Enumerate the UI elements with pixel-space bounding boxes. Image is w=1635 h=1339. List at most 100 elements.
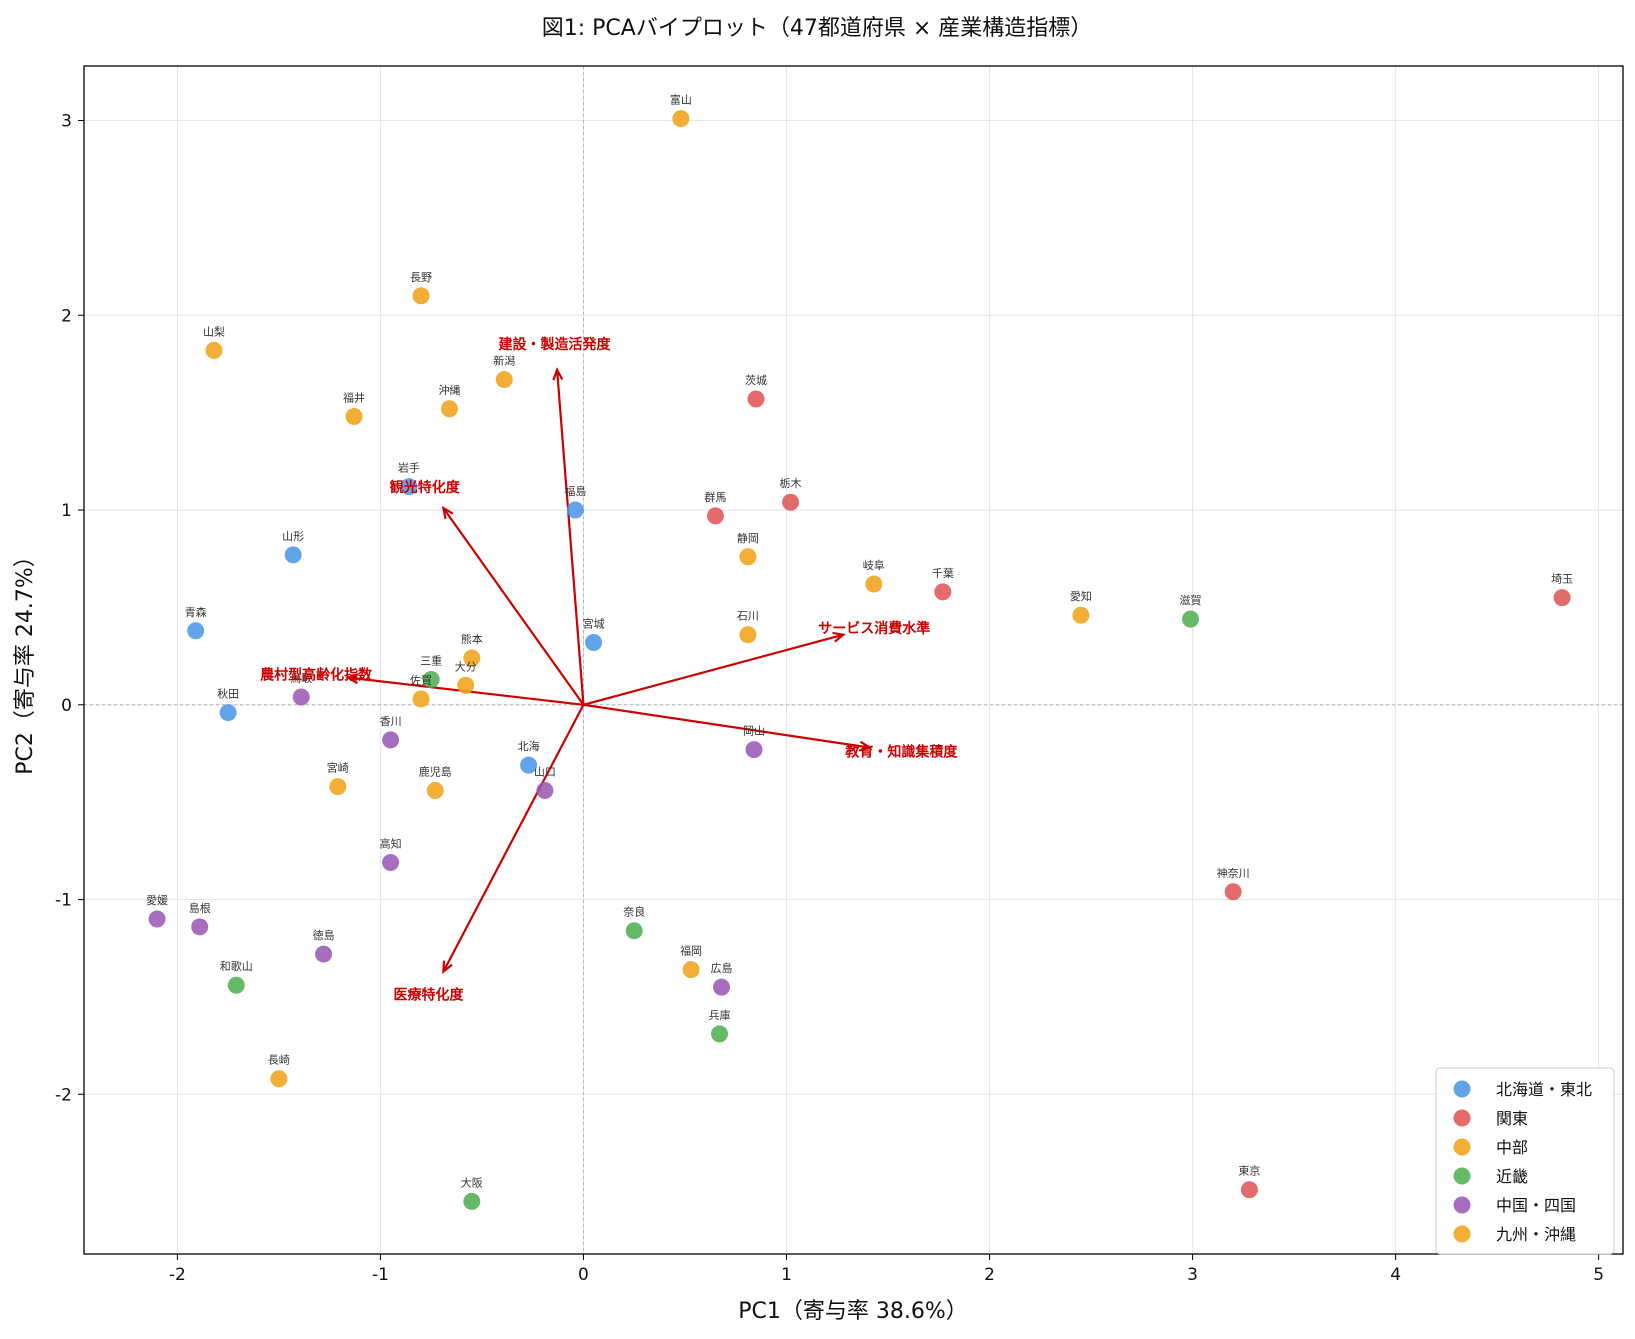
- data-point: [400, 478, 418, 496]
- data-point-label: 福井: [343, 391, 365, 405]
- loading-arrow-label: 建設・製造活発度: [499, 336, 612, 353]
- data-point-label: 茨城: [745, 373, 767, 387]
- legend-entry-label: 近畿: [1496, 1167, 1528, 1186]
- data-point: [1182, 610, 1200, 628]
- x-tick-label: 1: [781, 1265, 792, 1285]
- data-point: [672, 110, 690, 128]
- data-point-label: 兵庫: [708, 1008, 730, 1022]
- data-point-label: 静岡: [737, 531, 759, 545]
- data-point: [382, 854, 400, 872]
- data-point: [457, 676, 475, 694]
- loading-arrow-shaft: [583, 633, 844, 706]
- data-point-label: 徳島: [313, 928, 335, 942]
- data-point-label: 和歌山: [220, 959, 253, 973]
- y-tick-label: 3: [61, 112, 72, 132]
- data-point-label: 大分: [455, 659, 477, 673]
- data-point-label: 宮城: [583, 616, 605, 630]
- data-point-label: 埼玉: [1551, 572, 1573, 586]
- data-points: [148, 110, 1571, 1210]
- loading-arrow-shaft: [442, 704, 585, 973]
- data-point: [219, 704, 237, 722]
- y-tick-label: -1: [55, 891, 72, 911]
- loading-labels: 建設・製造活発度観光特化度サービス消費水準農村型高齢化指数教育・知識集積度医療特…: [260, 336, 958, 1004]
- legend-marker: [1453, 1138, 1471, 1156]
- data-point: [284, 546, 302, 564]
- data-point-label: 神奈川: [1217, 866, 1250, 880]
- data-point: [536, 781, 554, 799]
- loading-arrow-head: [441, 505, 454, 520]
- data-point-label: 滋賀: [1180, 594, 1202, 607]
- loading-arrow-head: [552, 367, 564, 381]
- legend-marker: [1453, 1167, 1471, 1185]
- legend-entry-label: 中国・四国: [1496, 1196, 1576, 1215]
- x-tick-label: 0: [578, 1265, 589, 1285]
- data-point-label: 青森: [185, 605, 207, 619]
- data-point: [187, 622, 205, 640]
- data-point: [782, 493, 800, 511]
- y-tick-label: 1: [61, 501, 72, 521]
- data-point: [1224, 883, 1242, 901]
- chart-title: 図1: PCAバイプロット（47都道府県 × 産業構造指標）: [542, 16, 1093, 41]
- loading-arrow-label: 観光特化度: [390, 479, 461, 496]
- data-point: [1240, 1181, 1258, 1199]
- data-point-label: 広島: [711, 961, 733, 975]
- legend-entry-label: 九州・沖縄: [1496, 1225, 1576, 1244]
- x-tick-label: 3: [1187, 1265, 1198, 1285]
- data-point-label: 福岡: [680, 944, 702, 958]
- loading-arrow-label: 農村型高齢化指数: [260, 667, 373, 684]
- data-point-label: 沖縄: [438, 383, 460, 397]
- legend-marker: [1453, 1196, 1471, 1214]
- data-point-label: 山形: [282, 530, 304, 543]
- data-point: [148, 910, 166, 928]
- reference-lines: [84, 66, 1623, 1254]
- loading-arrow-label: 教育・知識集積度: [845, 743, 958, 760]
- data-point: [329, 778, 347, 796]
- data-point: [520, 756, 538, 774]
- data-point-label: 長野: [410, 271, 432, 284]
- y-axis-label: PC2（寄与率 24.7%）: [13, 545, 38, 775]
- point-labels: 北海青森岩手宮城秋田山形福島茨城栃木群馬埼玉千葉東京神奈川新潟富山石川福井山梨長…: [146, 93, 1573, 1190]
- data-point: [412, 287, 430, 305]
- y-tick-label: 0: [61, 696, 72, 716]
- data-point: [345, 408, 363, 426]
- y-tick-label: 2: [61, 306, 72, 326]
- data-point-label: 香川: [380, 715, 402, 728]
- data-point: [739, 626, 757, 644]
- data-point: [463, 1192, 481, 1210]
- data-point-label: 宮崎: [327, 761, 349, 775]
- data-point: [747, 390, 765, 408]
- data-point-label: 三重: [420, 653, 442, 667]
- grid-lines: [84, 66, 1623, 1254]
- data-point-label: 福島: [564, 484, 586, 498]
- loading-arrow-head: [345, 673, 359, 685]
- data-point-label: 島根: [189, 901, 211, 915]
- data-point: [585, 633, 603, 651]
- data-point: [440, 400, 458, 418]
- x-tick-label: -2: [169, 1265, 186, 1285]
- legend-marker: [1453, 1109, 1471, 1127]
- data-point: [1072, 606, 1090, 624]
- data-point-label: 大阪: [461, 1175, 483, 1189]
- data-point-label: 富山: [670, 93, 692, 107]
- data-point-label: 千葉: [932, 566, 954, 580]
- x-tick-label: 2: [984, 1265, 995, 1285]
- data-point-label: 岡山: [743, 725, 765, 738]
- data-point: [713, 978, 731, 996]
- data-point-label: 岩手: [398, 461, 420, 475]
- loading-arrow-head: [858, 740, 873, 752]
- data-point: [191, 918, 209, 936]
- data-point-label: 新潟: [493, 354, 515, 368]
- data-point: [865, 575, 883, 593]
- legend-marker: [1453, 1080, 1471, 1098]
- plot-frame: [83, 65, 1624, 1255]
- data-point-label: 栃木: [780, 476, 802, 490]
- data-point: [292, 688, 310, 706]
- axis-ticks: -2 -1 0 1 2 3 4 5 -2 -1 0 1 2 3: [55, 112, 1604, 1285]
- data-point-label: 岐阜: [863, 559, 885, 572]
- loading-arrow-label: サービス消費水準: [818, 620, 930, 637]
- x-tick-label: 5: [1593, 1265, 1604, 1285]
